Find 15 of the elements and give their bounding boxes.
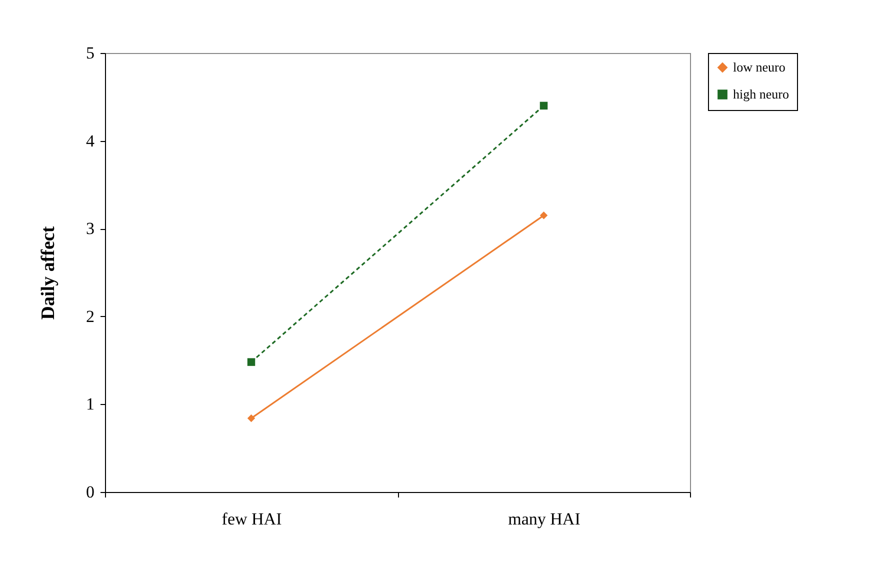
point [540, 212, 548, 220]
x-tick-label: many HAI [508, 510, 581, 528]
point [247, 414, 256, 422]
x-tick-label: few HAI [222, 510, 282, 528]
point [247, 358, 256, 366]
y-tick-label: 1 [86, 394, 94, 414]
y-tick-label: 3 [86, 219, 94, 238]
y-tick-label: 5 [86, 44, 94, 62]
y-tick-label: 2 [86, 306, 94, 326]
legend-label: low neuro [733, 60, 786, 74]
y-tick-label: 4 [86, 131, 95, 150]
y-axis-title: Daily affect [38, 226, 59, 320]
y-tick-label: 0 [86, 482, 94, 502]
legend-label: high neuro [733, 86, 789, 102]
point [540, 102, 548, 110]
